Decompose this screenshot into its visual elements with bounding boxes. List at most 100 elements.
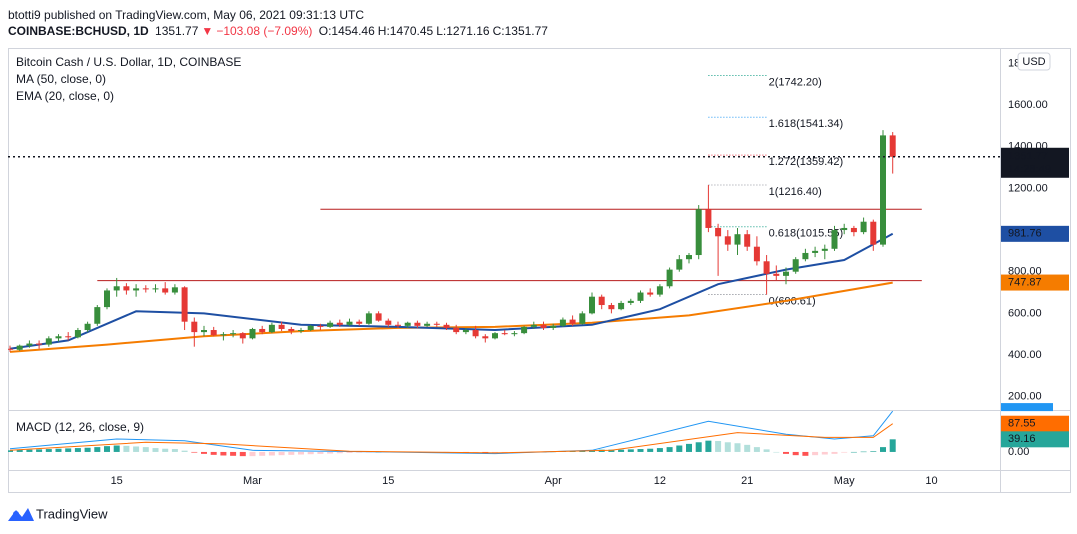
candle-body — [880, 135, 886, 245]
histogram-bar — [618, 449, 625, 452]
histogram-bar — [880, 447, 886, 452]
histogram-bar — [74, 448, 81, 452]
histogram-bar — [249, 451, 256, 457]
candle-body — [433, 323, 440, 325]
macd-title: MACD (12, 26, close, 9) — [16, 420, 144, 434]
x-tick-label: 15 — [111, 475, 123, 487]
candle-body — [26, 343, 33, 346]
currency[interactable]: USD — [1022, 56, 1045, 68]
indicator-line — [9, 423, 893, 454]
histogram-bar — [171, 449, 178, 452]
candle-body — [559, 319, 566, 326]
histogram-bar — [65, 448, 72, 452]
histogram-badge: 39.16 — [1008, 433, 1036, 445]
ma-badge: 747.87 — [1008, 276, 1042, 288]
candle-body — [365, 313, 372, 324]
candle-body — [598, 296, 605, 306]
ohlc-value: 1351.77 — [504, 24, 548, 38]
macd-tick-label: 0.00 — [1008, 446, 1029, 458]
histogram-bar — [268, 451, 275, 456]
histogram-bar — [870, 451, 877, 452]
candle-body — [579, 313, 586, 324]
legend-ema: EMA (20, close, 0) — [16, 89, 114, 103]
histogram-bar — [45, 449, 52, 452]
fib-label: 2(1742.20) — [769, 76, 822, 88]
candle-body — [84, 323, 91, 331]
candle-body — [191, 321, 198, 333]
candle-body — [744, 234, 751, 247]
candle-body — [152, 288, 159, 290]
currency-button[interactable] — [1017, 52, 1051, 71]
histogram-bar — [16, 450, 23, 452]
indicator-line — [9, 281, 893, 353]
histogram-bar — [860, 451, 867, 453]
histogram-bar — [831, 451, 838, 454]
histogram-bar — [686, 443, 692, 452]
candle-body — [74, 330, 81, 338]
histogram-bar — [734, 443, 741, 452]
candle-body — [288, 328, 295, 332]
candle-body — [870, 221, 877, 245]
histogram-badge-bg — [1001, 431, 1069, 448]
histogram-bar — [705, 440, 712, 452]
signal-badge: 87.55 — [1008, 418, 1036, 430]
candle-body — [550, 325, 557, 328]
histogram-bar — [821, 451, 828, 455]
candle-body — [715, 227, 722, 237]
candle-body — [686, 255, 692, 260]
candle-body — [753, 246, 760, 262]
candle-body — [133, 288, 140, 291]
x-tick-label: 21 — [741, 475, 753, 487]
candle-body — [783, 271, 789, 276]
candle-body — [618, 302, 625, 310]
logo — [8, 508, 34, 521]
histogram-bar — [783, 451, 789, 454]
histogram-bar — [123, 445, 130, 452]
histogram-bar — [647, 448, 654, 452]
candle-body — [210, 330, 217, 336]
candle-body — [8, 348, 13, 350]
candle-body — [45, 338, 52, 345]
histogram-bar — [230, 451, 237, 456]
candle-body — [462, 330, 469, 333]
histogram-bar — [608, 449, 615, 452]
histogram-bar — [889, 439, 896, 452]
candle-body — [472, 330, 479, 337]
candle-body — [220, 334, 227, 336]
y-tick-label: 18 — [1008, 57, 1020, 69]
candle-body — [123, 286, 130, 291]
candle-body — [482, 336, 489, 339]
candle-body — [16, 345, 23, 350]
histogram-bar — [84, 447, 91, 452]
ohlc: O:1454.46 H:1470.45 L:1271.16 C:1351.77 — [319, 24, 551, 38]
candle-body — [307, 325, 314, 331]
histogram-bar — [133, 446, 140, 452]
candle-body — [94, 307, 101, 324]
publisher-line: btotti9 published on TradingView.com, Ma… — [8, 8, 367, 22]
histogram-bar — [142, 447, 149, 452]
histogram-bar — [298, 451, 304, 455]
histogram-bar — [104, 446, 110, 452]
last-price-badge — [1001, 147, 1069, 178]
histogram-bar — [162, 448, 169, 452]
candle-body — [889, 135, 896, 157]
candle-body — [812, 250, 819, 253]
histogram-bar — [346, 451, 353, 453]
histogram-bar — [327, 451, 334, 454]
histogram-bar — [220, 451, 227, 456]
histogram-bar — [656, 448, 663, 452]
candle-body — [230, 333, 237, 335]
histogram-bar — [744, 444, 751, 452]
macd-pane — [8, 411, 896, 457]
histogram-bar — [753, 447, 760, 452]
candle-body — [841, 227, 848, 231]
candle-body — [589, 296, 595, 314]
candle-body — [569, 319, 576, 324]
candle-body — [171, 287, 178, 293]
ohlc-label: H: — [377, 24, 390, 38]
candle-body — [298, 330, 304, 332]
histogram-bar — [336, 451, 343, 454]
histogram-bar — [715, 440, 722, 452]
